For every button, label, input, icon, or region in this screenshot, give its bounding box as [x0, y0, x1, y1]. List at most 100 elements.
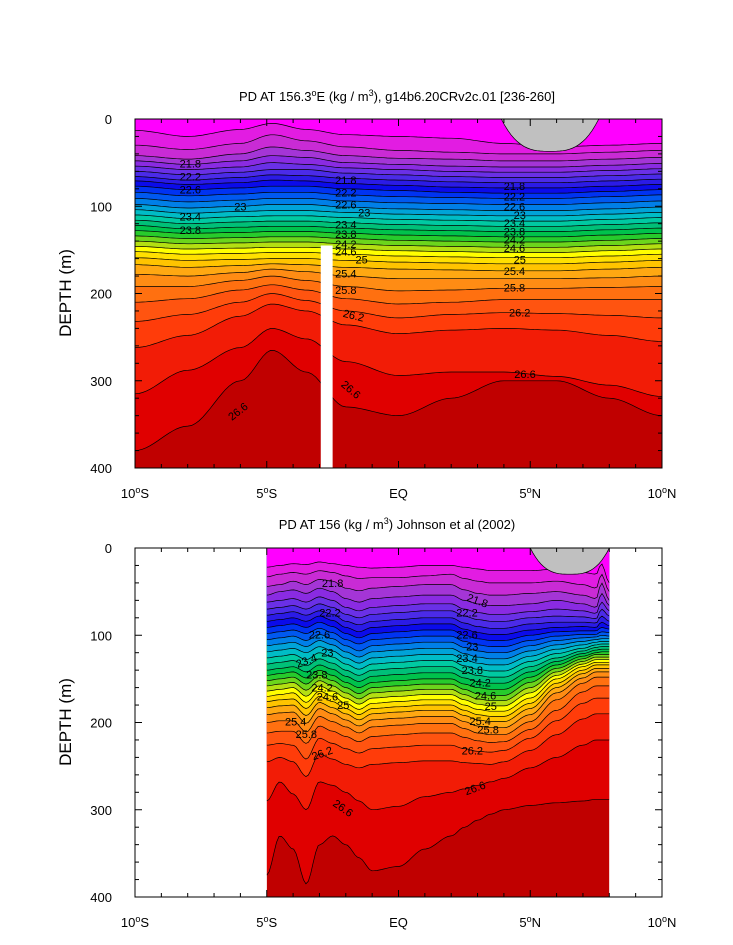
contour-label: 22.2 — [180, 172, 201, 184]
contour-label: 24.6 — [335, 247, 356, 259]
contour-line — [135, 169, 662, 178]
y-tick-label: 100 — [90, 199, 112, 214]
x-tick-label: 10oS — [121, 485, 149, 501]
contour-label: 22.6 — [504, 201, 525, 213]
contour-label: 24.2 — [335, 239, 356, 251]
contour-label: 22.2 — [335, 187, 356, 199]
contour-line — [135, 225, 662, 232]
land-mask — [500, 118, 600, 152]
contour-label-text: 23 — [358, 207, 370, 219]
contour-label: 24.2 — [469, 677, 490, 689]
contour-label: 26.2 — [462, 745, 483, 757]
y-tick-label: 200 — [90, 287, 112, 302]
contour-line — [266, 659, 610, 707]
y-tick-label: 0 — [105, 541, 112, 556]
contour-label-text: 22.6 — [504, 201, 525, 213]
y-tick-label: 300 — [90, 374, 112, 389]
contour-label-text: 24.6 — [335, 247, 356, 259]
contour-label-text: 23.8 — [504, 227, 525, 239]
contour-label-text: 22.2 — [335, 187, 356, 199]
contour-label-text: 23.4 — [180, 212, 201, 224]
contour-label-text: 24.2 — [504, 234, 525, 246]
contour-line — [135, 230, 662, 238]
contour-line — [266, 610, 610, 629]
contour-label-text: 26.6 — [514, 369, 535, 381]
contour-label-text: 22.6 — [456, 629, 477, 641]
land-mask — [529, 547, 610, 575]
contour-line — [266, 603, 610, 622]
contour-fills — [266, 548, 610, 897]
contour-label: 25.8 — [477, 725, 498, 737]
axes: 10oS 5oS EQ 5oN 10oN 0 100 200 300 400 — [90, 541, 676, 930]
contour-label: 23.8 — [306, 670, 327, 682]
contour-label-text: 25.4 — [504, 266, 525, 278]
contour-line — [266, 628, 610, 647]
contour-label-text: 22.2 — [319, 608, 340, 620]
contour-lines — [266, 561, 610, 885]
contour-line — [135, 204, 662, 211]
plot-area: 21.822.222.62323.423.824.224.62525.425.8… — [90, 541, 676, 930]
contour-line — [135, 257, 662, 265]
contour-label-text: 25.8 — [477, 725, 498, 737]
contour-line — [266, 656, 610, 702]
contour-label: 23.4 — [456, 653, 477, 665]
x-tick-label: EQ — [389, 486, 408, 501]
contour-label: 23.4 — [180, 212, 201, 224]
contour-label: 23.8 — [462, 665, 483, 677]
contour-line — [266, 641, 610, 666]
contour-label: 23.4 — [335, 220, 356, 232]
contour-line — [266, 615, 610, 635]
contour-label: 24.6 — [504, 243, 525, 255]
contour-label: 25.4 — [504, 266, 525, 278]
contour-label-text: 23.4 — [335, 220, 356, 232]
contour-label: 25.8 — [335, 285, 356, 297]
x-tick-label: 10oN — [648, 485, 677, 501]
contour-line — [266, 621, 610, 641]
contour-label-text: 25.4 — [335, 268, 356, 280]
contour-label: 23 — [358, 207, 370, 219]
contour-fills — [135, 119, 662, 468]
contour-label-text: 23.8 — [306, 670, 327, 682]
contour-label: 25 — [485, 701, 497, 713]
contour-label: 22.2 — [319, 608, 340, 620]
contour-label: 26.2 — [342, 308, 366, 325]
contour-line — [266, 739, 610, 811]
contour-label-text: 23.4 — [504, 218, 525, 230]
contour-line — [135, 293, 662, 322]
contour-lines — [135, 123, 662, 451]
contour-label: 25 — [355, 255, 367, 267]
contour-label-text: 21.8 — [335, 175, 356, 187]
contour-label: 26.6 — [514, 369, 535, 381]
contour-label: 25 — [337, 700, 349, 712]
contour-label-text: 21.8 — [322, 578, 343, 590]
contour-line — [135, 191, 662, 199]
contour-line — [135, 134, 662, 155]
contour-line — [266, 654, 610, 696]
contour-line — [135, 240, 662, 248]
contour-label: 25.8 — [504, 282, 525, 294]
contour-label-text: 22.2 — [180, 172, 201, 184]
contour-label-text: 25 — [485, 701, 497, 713]
x-tick-label: 10oN — [648, 914, 677, 930]
y-tick-label: 200 — [90, 716, 112, 731]
contour-label-text: 23 — [514, 210, 526, 222]
contour-label-text: 23 — [466, 642, 478, 654]
contour-label: 22.6 — [309, 629, 330, 641]
contour-line — [135, 179, 662, 189]
contour-label-text: 25.4 — [469, 716, 490, 728]
contour-label: 23.8 — [335, 229, 356, 241]
x-tick-label: 5oS — [256, 914, 277, 930]
contour-label-text: 23.4 — [456, 653, 477, 665]
contour-line — [266, 643, 610, 672]
plot-area: 21.822.222.62323.423.821.822.222.62323.4… — [90, 112, 676, 501]
contour-label: 21.8 — [504, 181, 525, 193]
contour-line — [135, 268, 662, 280]
contour-label-text: 25.8 — [504, 282, 525, 294]
contour-label: 24.6 — [317, 691, 338, 703]
contour-line — [266, 697, 610, 760]
y-tick-label: 0 — [105, 112, 112, 127]
contour-line — [135, 251, 662, 259]
contour-line — [266, 685, 610, 744]
contour-label-text: 25.8 — [296, 729, 317, 741]
contour-label: 25 — [514, 255, 526, 267]
